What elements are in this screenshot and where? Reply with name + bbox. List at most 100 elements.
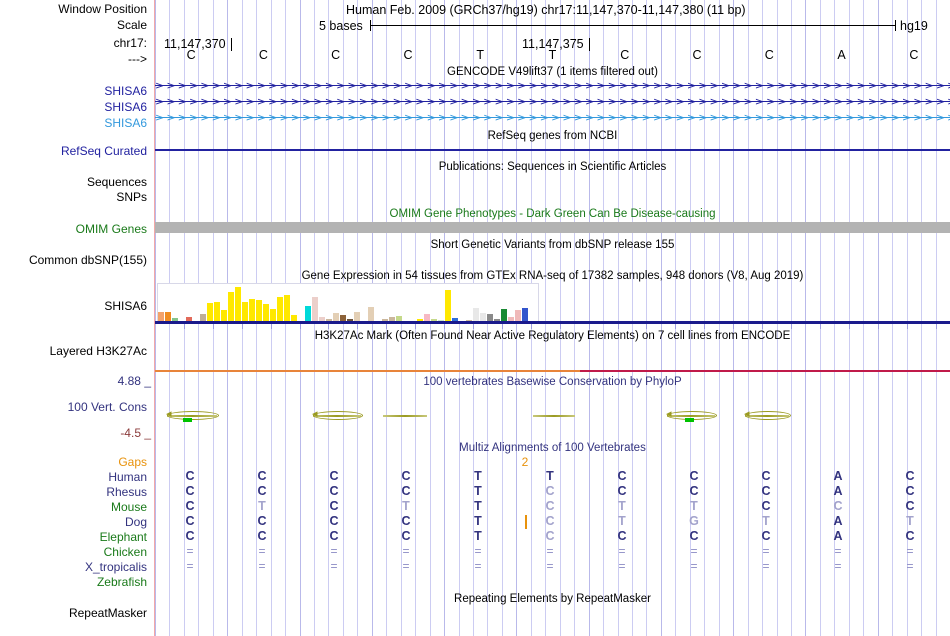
gtex-bar (186, 316, 192, 323)
gtex-tick (386, 324, 387, 329)
gene-line (155, 85, 950, 86)
grid-line (777, 0, 778, 636)
side-label-sequences[interactable]: Sequences (86, 175, 147, 189)
gtex-bar (200, 314, 206, 323)
grid-line (545, 0, 546, 636)
gtex-bar (284, 294, 290, 323)
species-label-x_tropicalis[interactable]: X_tropicalis (84, 560, 147, 574)
side-label-100-vert-cons[interactable]: 100 Vert. Cons (67, 400, 147, 414)
alignment-base: = (834, 559, 842, 573)
species-label-zebrafish[interactable]: Zebrafish (96, 575, 147, 589)
alignment-base: C (761, 499, 771, 513)
alignment-base: A (833, 529, 843, 543)
scale-assembly-label: hg19 (900, 19, 928, 33)
alignment-base: = (618, 559, 626, 573)
gtex-tick (242, 324, 243, 329)
species-label-rhesus[interactable]: Rhesus (106, 485, 147, 499)
conservation-highlight (183, 418, 192, 422)
alignment-base: C (905, 469, 915, 483)
track-title-h3k27ac: H3K27Ac Mark (Often Found Near Active Re… (314, 330, 791, 342)
gtex-bar (263, 303, 269, 323)
gtex-tick (878, 324, 879, 329)
side-label-snps[interactable]: SNPs (116, 190, 147, 204)
grid-line (733, 0, 734, 636)
track-title-conservation: 100 vertebrates Basewise Conservation by… (423, 376, 682, 388)
gtex-bar (473, 308, 479, 323)
grid-line (589, 0, 590, 636)
conservation-feature[interactable] (383, 415, 427, 417)
grid-line (690, 0, 691, 636)
conservation-min-value: -4.5 _ (120, 426, 151, 440)
gtex-barchart[interactable] (157, 283, 539, 323)
gtex-bar (291, 315, 297, 323)
alignment-base: = (330, 559, 338, 573)
side-label-shisa6[interactable]: SHISA6 (104, 116, 147, 130)
alignment-base: = (690, 559, 698, 573)
alignment-column: C C C C C = = (181, 469, 199, 589)
track-title-multiz: Multiz Alignments of 100 Vertebrates (459, 442, 646, 454)
gtex-tick (560, 324, 561, 329)
grid-line (155, 0, 156, 636)
species-label-human[interactable]: Human (108, 470, 147, 484)
alignment-base: C (401, 484, 411, 498)
species-label-mouse[interactable]: Mouse (110, 500, 147, 514)
conservation-highlight (685, 418, 694, 422)
alignment-base: T (474, 514, 482, 528)
side-label-repeatmasker[interactable]: RepeatMasker (68, 606, 147, 620)
alignment-base: C (617, 529, 627, 543)
omim-gene-band[interactable] (155, 222, 950, 233)
gtex-bar (172, 317, 178, 323)
alignment-base: T (474, 469, 482, 483)
side-label-shisa6[interactable]: SHISA6 (104, 100, 147, 114)
gtex-bar (522, 308, 528, 323)
gtex-bar (396, 315, 402, 323)
grid-line (849, 0, 850, 636)
side-label-layered-h3k27ac[interactable]: Layered H3K27Ac (49, 344, 147, 358)
species-label-elephant[interactable]: Elephant (99, 530, 147, 544)
side-label-shisa6[interactable]: SHISA6 (104, 84, 147, 98)
gtex-bar (165, 311, 171, 323)
alignment-base: T (474, 499, 482, 513)
alignment-column: C C C T C = = (757, 469, 775, 589)
gene-row-3[interactable]: >>>>>>>>>>>>>>>>>>>>>>>>>>>>>>>>>>>>>>>>… (155, 112, 950, 123)
alignment-base: T (402, 499, 410, 513)
track-title-dbsnp: Short Genetic Variants from dbSNP releas… (430, 239, 675, 251)
coord-left-value: 11,147,370 (164, 37, 226, 51)
gtex-bar (214, 301, 220, 323)
grid-line (632, 0, 633, 636)
alignment-base: C (905, 499, 915, 513)
alignment-base: C (617, 484, 627, 498)
conservation-feature[interactable] (533, 415, 575, 417)
side-label-refseq-curated[interactable]: RefSeq Curated (60, 144, 147, 158)
alignment-base: = (834, 544, 842, 558)
conservation-direction-arrow: ◂ (744, 408, 750, 420)
alignment-base: C (329, 484, 339, 498)
gene-row-2[interactable]: >>>>>>>>>>>>>>>>>>>>>>>>>>>>>>>>>>>>>>>>… (155, 96, 950, 107)
alignment-base: T (474, 484, 482, 498)
conservation-direction-arrow: ◂ (312, 408, 318, 420)
gtex-tick (271, 324, 272, 329)
gtex-tick (444, 324, 445, 329)
alignment-base: C (689, 469, 699, 483)
alignment-column: C C T G C = = (685, 469, 703, 589)
grid-line (820, 0, 821, 636)
side-label-shisa6[interactable]: SHISA6 (104, 299, 147, 313)
alignment-base: C (185, 499, 195, 513)
species-label-chicken[interactable]: Chicken (103, 545, 147, 559)
alignment-base: T (906, 514, 914, 528)
alignment-base: T (762, 514, 770, 528)
gene-row-1[interactable]: >>>>>>>>>>>>>>>>>>>>>>>>>>>>>>>>>>>>>>>>… (155, 80, 950, 91)
alignment-base: T (618, 499, 626, 513)
scale-bar-line (370, 25, 895, 26)
side-label-omim-genes[interactable]: OMIM Genes (75, 222, 147, 236)
side-label-common-dbsnp-155[interactable]: Common dbSNP(155) (28, 253, 147, 267)
gtex-bar (270, 308, 276, 323)
gtex-tick (328, 324, 329, 329)
gtex-tick (936, 324, 937, 329)
gtex-bar (445, 290, 451, 323)
alignment-base: = (906, 559, 914, 573)
species-label-dog[interactable]: Dog (124, 515, 147, 529)
ruler-base: T (476, 48, 485, 62)
conservation-lens (313, 411, 363, 420)
